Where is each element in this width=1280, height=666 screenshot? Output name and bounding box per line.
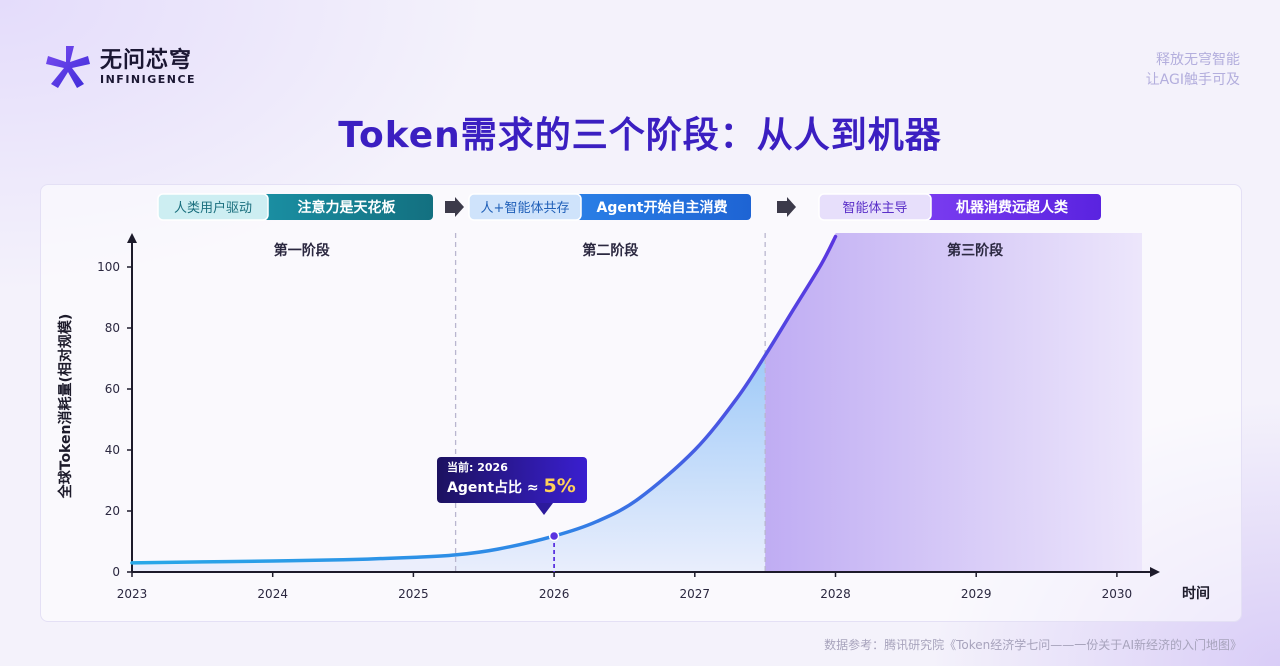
x-tick-label: 2029 — [961, 587, 992, 601]
brand-name: 无问芯穹 — [100, 47, 193, 73]
y-tick-label: 20 — [105, 504, 120, 518]
y-tick-label: 40 — [105, 443, 120, 457]
tooltip-share: Agent占比 ≈ 5% — [447, 475, 577, 499]
tooltip-share-value: 5% — [543, 475, 576, 497]
stage-3-tag: 智能体主导 — [842, 201, 907, 216]
slogan-line-1: 释放无穹智能 — [1156, 52, 1240, 68]
source-note: 数据参考：腾讯研究院《Token经济学七问——一份关于AI新经济的入门地图》 — [824, 638, 1242, 652]
y-axis-arrow — [127, 233, 137, 243]
tooltip-year: 当前: 2026 — [447, 461, 508, 474]
brand-name-en: INFINIGENCE — [100, 72, 197, 86]
stage-1-tag-bg — [157, 193, 269, 221]
stage-2-desc: Agent开始自主消费 — [596, 199, 727, 216]
stage-3-tag-bg — [818, 193, 932, 221]
stage-3-desc: 机器消费远超人类 — [956, 199, 1069, 216]
y-tick-label: 80 — [105, 321, 120, 335]
brand-logo: 无问芯穹 INFINIGENCE — [44, 44, 196, 90]
stage-3-area — [765, 233, 1142, 572]
x-tick-label: 2027 — [680, 587, 711, 601]
y-axis-title: 全球Token消耗量(相对规模) — [57, 314, 74, 500]
x-tick-label: 2023 — [117, 587, 148, 601]
stage-arrow-icon-2 — [777, 197, 796, 217]
y-tick-label: 0 — [112, 565, 120, 579]
stage-2-tag-bg — [468, 193, 582, 221]
slogan-line-2: 让AGI触手可及 — [1145, 72, 1240, 88]
tooltip-share-label: Agent占比 ≈ — [447, 480, 544, 496]
slogan: 释放无穹智能 让AGI触手可及 — [1146, 50, 1240, 90]
x-axis-arrow — [1150, 567, 1160, 577]
stage-2-tag: 人+智能体共存 — [481, 201, 570, 216]
y-tick-label: 60 — [105, 382, 120, 396]
x-tick-label: 2024 — [257, 587, 288, 601]
stage-2-desc-bg — [575, 194, 751, 220]
stage-label-1: 第一阶段 — [274, 242, 330, 259]
stage-label-3: 第三阶段 — [947, 242, 1003, 259]
stage-1-desc: 注意力是天花板 — [298, 199, 397, 216]
x-axis-title: 时间 — [1182, 585, 1210, 602]
x-tick-label: 2030 — [1102, 587, 1133, 601]
tooltip-pointer — [535, 503, 553, 515]
series-line — [130, 234, 838, 565]
stage-arrow-icon-1 — [445, 197, 464, 217]
stage-label-2: 第二阶段 — [582, 242, 638, 259]
x-tick-label: 2028 — [820, 587, 851, 601]
current-marker-point — [548, 530, 560, 542]
page-title: Token需求的三个阶段：从人到机器 — [338, 115, 942, 156]
stage-1-desc-bg — [262, 194, 433, 220]
x-tick-label: 2026 — [539, 587, 570, 601]
stage-2-area — [455, 355, 766, 572]
x-tick-label: 2025 — [398, 587, 429, 601]
current-tooltip: 当前: 2026 Agent占比 ≈ 5% — [437, 457, 587, 515]
stage-3-desc-bg — [925, 194, 1101, 220]
y-tick-label: 100 — [97, 260, 120, 274]
stage-1-tag: 人类用户驱动 — [174, 200, 252, 216]
brand-logo-icon — [46, 46, 90, 88]
